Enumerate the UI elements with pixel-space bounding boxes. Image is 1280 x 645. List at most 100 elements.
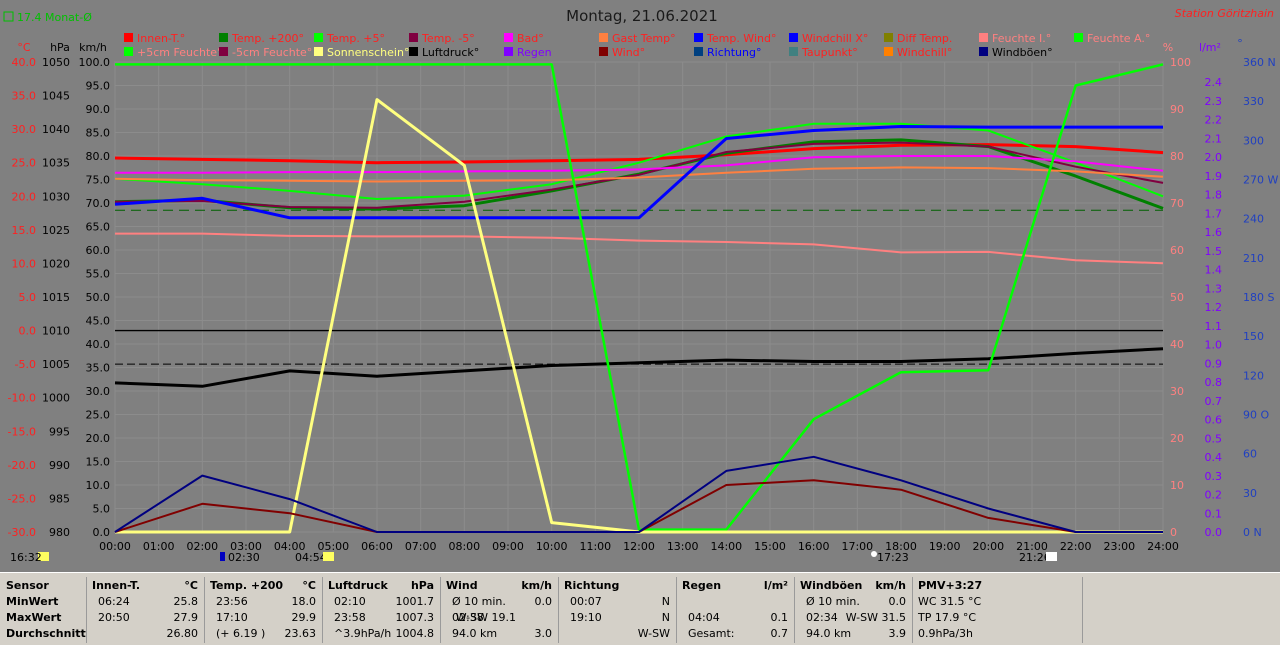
tick-hpa: 1045 — [42, 90, 70, 103]
legend: Innen-T.° Temp. +200° Temp. +5° Temp. -5° Ba… — [124, 32, 1150, 59]
stats-header: Sensor — [6, 579, 80, 594]
stats-value: 1001.7 — [395, 595, 435, 608]
legend-swatch — [314, 47, 323, 56]
month-avg-icon — [3, 11, 14, 22]
tick-pct: 100 — [1170, 56, 1191, 69]
legend-swatch — [409, 33, 418, 42]
legend-item: Temp. +5° — [326, 32, 385, 45]
stats-col-luft: Luftdruck hPa 02:10 1001.7 23:58 1007.3 ^3.9hP… — [322, 577, 441, 643]
tick-direction: 90 O — [1243, 409, 1269, 422]
tick-direction: 0 N — [1243, 526, 1262, 539]
tick-temp: 35.0 — [12, 90, 37, 103]
grid — [114, 61, 1164, 533]
tick-hpa: 985 — [49, 492, 70, 505]
legend-swatch — [789, 47, 798, 56]
tick-kmh: 80.0 — [86, 150, 111, 163]
tick-rain: 0.4 — [1205, 451, 1223, 464]
stats-value: W-SW — [637, 627, 670, 640]
stats-value: 18.0 — [291, 595, 317, 608]
legend-item: Feuchte I.° — [992, 32, 1051, 45]
tick-kmh: 75.0 — [86, 174, 111, 187]
legend-item: Windchill X° — [802, 32, 868, 45]
stats-row: TP 17.9 °C — [918, 611, 1076, 626]
stats-value: 00:07 — [570, 595, 602, 608]
tick-temp: 40.0 — [12, 56, 37, 69]
stats-col-temp: Temp. +200 °C 23:56 18.0 17:10 29.9 (+ 6.19 ) 2… — [204, 577, 323, 643]
tick-pct: 60 — [1170, 244, 1184, 257]
stats-value: 3.9 — [888, 627, 907, 640]
tick-kmh: 100.0 — [79, 56, 111, 69]
unit-celsius: °C — [17, 41, 31, 54]
tick-kmh: 20.0 — [86, 432, 111, 445]
unit-degree: ° — [1237, 37, 1243, 50]
legend-item: Windböen° — [992, 46, 1053, 59]
legend-item: Windchill° — [897, 46, 952, 59]
stats-header-title: Sensor — [6, 579, 49, 592]
station-name: Station Göritzhain — [1175, 7, 1274, 20]
tick-rain: 0.1 — [1205, 507, 1223, 520]
legend-swatch — [694, 47, 703, 56]
tick-kmh: 15.0 — [86, 456, 111, 469]
stats-col-richt: Richtung 00:07 N 19:10 N W-SW — [558, 577, 677, 643]
legend-swatch — [694, 33, 703, 42]
stats-value: 06:24 — [98, 595, 130, 608]
unit-hpa: hPa — [50, 41, 70, 54]
sunset-icon — [1046, 552, 1057, 561]
tick-direction: 150 — [1243, 330, 1264, 343]
series-line — [114, 166, 1164, 183]
sunrise-icon — [38, 552, 49, 561]
tick-temp: -15.0 — [8, 425, 36, 438]
legend-item: Sonnenschein° — [327, 46, 409, 59]
stats-value: 29.9 — [291, 611, 317, 624]
legend-item: Taupunkt° — [801, 46, 858, 59]
stats-row: 17:10 29.9 — [210, 611, 316, 626]
stats-header-title: Richtung — [564, 579, 620, 592]
tick-pct: 20 — [1170, 432, 1184, 445]
legend-item: Luftdruck° — [422, 46, 479, 59]
tick-time: 09:00 — [492, 540, 524, 553]
tick-hpa: 1035 — [42, 157, 70, 170]
stats-header-title: Temp. +200 — [210, 579, 284, 592]
stats-value: 1007.3 — [395, 611, 435, 624]
legend-swatch — [789, 33, 798, 42]
tick-kmh: 25.0 — [86, 409, 111, 422]
tick-hpa: 1025 — [42, 224, 70, 237]
month-avg-label: 17.4 Monat-Ø — [17, 11, 92, 24]
tick-direction: 180 S — [1243, 291, 1274, 304]
tick-time: 17:00 — [841, 540, 873, 553]
stats-header: Richtung — [564, 579, 670, 594]
stats-row: (+ 6.19 ) 23.63 — [210, 627, 316, 642]
tick-rain: 0.9 — [1205, 357, 1223, 370]
series-line — [115, 155, 1164, 174]
tick-rain: 2.1 — [1205, 132, 1223, 145]
tick-hpa: 1005 — [42, 358, 70, 371]
stats-row: 02:38 W-SW 19.1 — [446, 611, 552, 626]
legend-item: Temp. Wind° — [706, 32, 776, 45]
tick-time: 02:00 — [186, 540, 218, 553]
tick-pct: 80 — [1170, 150, 1184, 163]
stats-col-boeen: Windböen km/h Ø 10 min. 0.0 02:34 W-SW 31.5 94… — [794, 577, 913, 643]
stats-header-unit: km/h — [875, 579, 906, 592]
legend-item: Feuchte A.° — [1087, 32, 1150, 45]
tick-time: 06:00 — [361, 540, 393, 553]
stats-header-unit: °C — [184, 579, 198, 592]
stats-row: 02:10 1001.7 — [328, 595, 434, 610]
weather-chart: 40.0 35.0 30.0 25.0 20.0 15.0 10.0 5.0 0.0 -5.0 -1… — [3, 7, 1279, 564]
tick-temp: -10.0 — [8, 392, 36, 405]
stats-row: 94.0 km 3.9 — [800, 627, 906, 642]
stats-value: TP 17.9 °C — [918, 611, 977, 624]
tick-rain: 0.5 — [1205, 432, 1223, 445]
legend-swatch — [884, 33, 893, 42]
stats-row: Gesamt: 0.7 — [682, 627, 788, 642]
tick-rain: 1.5 — [1205, 245, 1223, 258]
stats-col-pmv: PMV+3:27 WC 31.5 °C TP 17.9 °C 0.9hPa/3h — [912, 577, 1083, 643]
stats-row-name: Durchschnitt — [6, 627, 86, 640]
stats-row: 0.9hPa/3h — [918, 627, 1076, 642]
tick-rain: 2.4 — [1205, 76, 1223, 89]
tick-kmh: 45.0 — [86, 315, 111, 328]
legend-swatch — [409, 47, 418, 56]
tick-time: 00:00 — [99, 540, 131, 553]
stats-value: 0.1 — [770, 611, 789, 624]
series-line — [114, 143, 1164, 165]
sun-markers: 16:32 02:30 04:54 17:23 21:26 — [10, 551, 1057, 564]
